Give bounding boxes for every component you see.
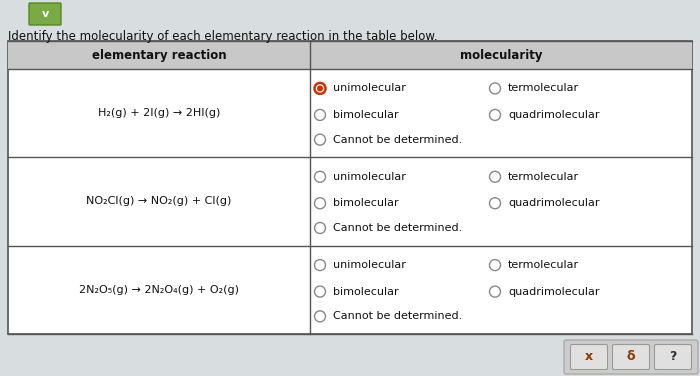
Circle shape	[314, 83, 326, 94]
Bar	[8, 41, 692, 69]
Text: unimolecular: unimolecular	[333, 260, 406, 270]
Circle shape	[489, 83, 500, 94]
Text: x: x	[585, 350, 593, 364]
Circle shape	[314, 171, 326, 182]
FancyBboxPatch shape	[570, 344, 608, 370]
Text: Cannot be determined.: Cannot be determined.	[333, 223, 462, 233]
Text: quadrimolecular: quadrimolecular	[508, 110, 599, 120]
Circle shape	[489, 198, 500, 209]
Text: NO₂Cl(g) → NO₂(g) + Cl(g): NO₂Cl(g) → NO₂(g) + Cl(g)	[86, 197, 232, 206]
Circle shape	[314, 109, 326, 120]
FancyBboxPatch shape	[564, 340, 698, 374]
Text: bimolecular: bimolecular	[333, 198, 398, 208]
Text: 2N₂O₅(g) → 2N₂O₄(g) + O₂(g): 2N₂O₅(g) → 2N₂O₄(g) + O₂(g)	[79, 285, 239, 295]
Circle shape	[489, 109, 500, 120]
Text: H₂(g) + 2I(g) → 2HI(g): H₂(g) + 2I(g) → 2HI(g)	[98, 108, 220, 118]
Text: termolecular: termolecular	[508, 260, 579, 270]
Circle shape	[314, 311, 326, 322]
Text: Cannot be determined.: Cannot be determined.	[333, 135, 462, 145]
Circle shape	[314, 259, 326, 271]
Circle shape	[489, 171, 500, 182]
Circle shape	[314, 134, 326, 145]
Text: ?: ?	[669, 350, 677, 364]
FancyBboxPatch shape	[654, 344, 692, 370]
Text: termolecular: termolecular	[508, 83, 579, 93]
Circle shape	[489, 259, 500, 271]
Text: bimolecular: bimolecular	[333, 287, 398, 297]
Text: Cannot be determined.: Cannot be determined.	[333, 311, 462, 321]
Text: v: v	[41, 9, 48, 19]
Text: Identify the molecularity of each elementary reaction in the table below.: Identify the molecularity of each elemen…	[8, 30, 438, 43]
Text: molecularity: molecularity	[460, 49, 542, 62]
Text: unimolecular: unimolecular	[333, 172, 406, 182]
Circle shape	[314, 198, 326, 209]
Text: termolecular: termolecular	[508, 172, 579, 182]
Text: bimolecular: bimolecular	[333, 110, 398, 120]
Text: δ: δ	[626, 350, 636, 364]
FancyBboxPatch shape	[612, 344, 650, 370]
Text: unimolecular: unimolecular	[333, 83, 406, 93]
Text: quadrimolecular: quadrimolecular	[508, 287, 599, 297]
Text: quadrimolecular: quadrimolecular	[508, 198, 599, 208]
Bar	[8, 41, 692, 334]
Circle shape	[317, 85, 323, 91]
Text: elementary reaction: elementary reaction	[92, 49, 226, 62]
Circle shape	[489, 286, 500, 297]
Circle shape	[314, 223, 326, 233]
Circle shape	[314, 286, 326, 297]
FancyBboxPatch shape	[29, 3, 61, 25]
